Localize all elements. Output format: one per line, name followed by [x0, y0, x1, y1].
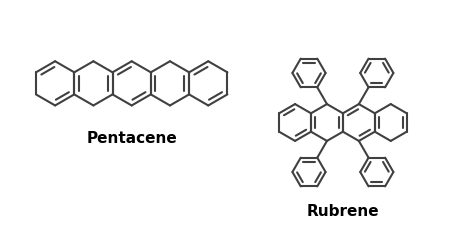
- Text: Pentacene: Pentacene: [86, 131, 177, 146]
- Text: Rubrene: Rubrene: [307, 205, 379, 220]
